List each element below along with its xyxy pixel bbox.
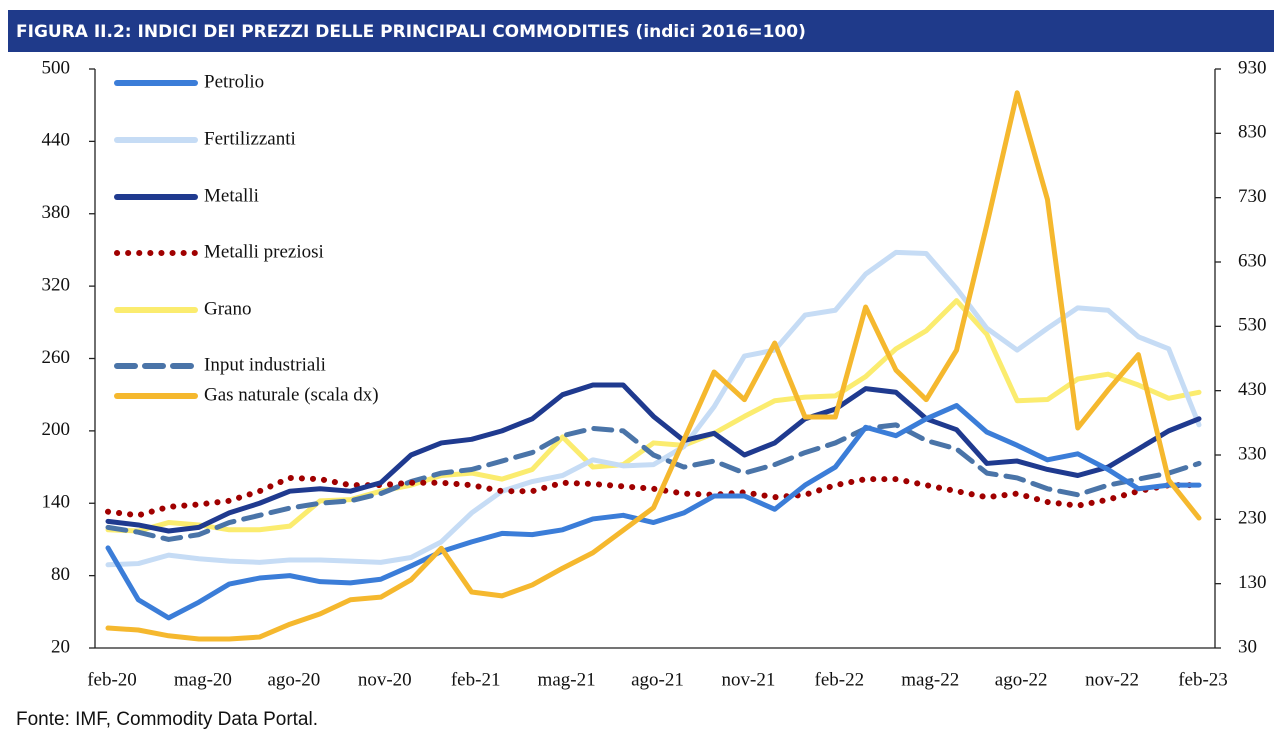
x-tick-label: mag-21 — [538, 669, 596, 690]
y2-tick-label: 630 — [1238, 250, 1267, 271]
y2-tick-label: 830 — [1238, 122, 1267, 143]
title-bar — [8, 10, 1274, 52]
y2-tick-label: 530 — [1238, 315, 1267, 336]
y-tick-label: 20 — [51, 636, 70, 657]
series-line — [105, 474, 1202, 519]
y-tick-label: 260 — [42, 347, 71, 368]
series-line — [105, 90, 1202, 642]
y2-tick-label: 130 — [1238, 572, 1267, 593]
source: Fonte: IMF, Commodity Data Portal. — [16, 709, 318, 730]
y-tick-label: 440 — [42, 130, 71, 151]
legend-label: Petrolio — [204, 71, 264, 92]
y2-tick-label: 330 — [1238, 443, 1267, 464]
y2-tick-label: 30 — [1238, 636, 1257, 657]
legend-label: Grano — [204, 298, 251, 319]
x-tick-label: ago-20 — [267, 669, 320, 690]
x-tick-label: nov-20 — [358, 669, 412, 690]
y-tick-label: 200 — [42, 419, 71, 440]
series-line — [105, 298, 1202, 534]
legend-label: Fertilizzanti — [204, 128, 296, 149]
x-tick-label: ago-21 — [631, 669, 684, 690]
x-tick-label: nov-22 — [1085, 669, 1139, 690]
legend-label: Metalli preziosi — [204, 241, 324, 262]
y-tick-label: 80 — [51, 564, 70, 585]
y2-tick-label: 430 — [1238, 379, 1267, 400]
chart-title: FIGURA II.2: INDICI DEI PREZZI DELLE PRI… — [16, 22, 806, 42]
x-tick-label: ago-22 — [995, 669, 1048, 690]
y2-tick-label: 930 — [1238, 57, 1267, 78]
x-tick-label: feb-22 — [815, 669, 865, 690]
y-tick-label: 320 — [42, 274, 71, 295]
y-tick-label: 140 — [42, 492, 71, 513]
y2-tick-label: 730 — [1238, 186, 1267, 207]
series-line — [105, 403, 1202, 621]
legend-label: Gas naturale (scala dx) — [204, 384, 379, 405]
x-tick-label: feb-23 — [1178, 669, 1228, 690]
x-tick-label: mag-22 — [901, 669, 959, 690]
series-line — [105, 422, 1202, 542]
x-tick-label: feb-21 — [451, 669, 501, 690]
y-tick-label: 380 — [42, 202, 71, 223]
legend-label: Metalli — [204, 185, 259, 206]
series-line — [105, 249, 1202, 568]
x-tick-label: mag-20 — [174, 669, 232, 690]
x-tick-label: feb-20 — [87, 669, 137, 690]
y-tick-label: 500 — [42, 57, 71, 78]
x-tick-label: nov-21 — [722, 669, 776, 690]
legend-label: Input industriali — [204, 354, 326, 375]
series-line — [105, 382, 1202, 534]
y2-tick-label: 230 — [1238, 508, 1267, 529]
